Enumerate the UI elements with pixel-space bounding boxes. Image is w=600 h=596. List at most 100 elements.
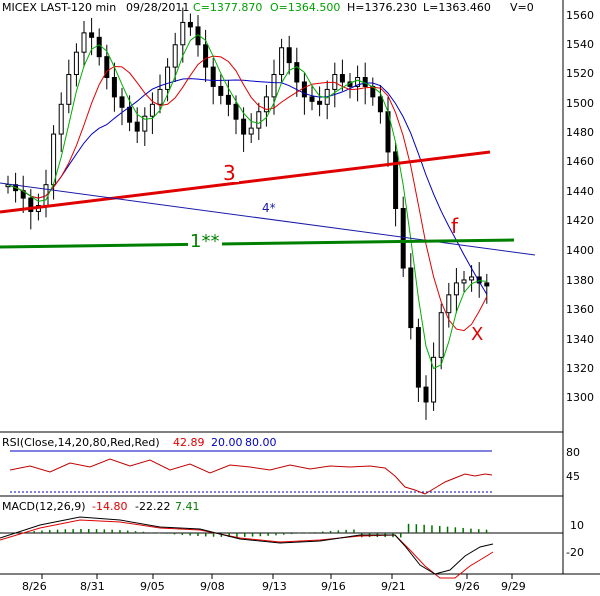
candle-body [438,312,444,358]
label-3-bg [219,160,239,182]
candle-body [165,66,171,90]
macd-hist-bar [205,533,207,537]
x-axis: 8/26 8/31 9/05 9/08 9/13 9/16 9/21 9/26 … [22,574,526,593]
macd-hist-bar [400,533,402,538]
candle-body [241,118,247,135]
macd-hist-bar [80,529,82,533]
candle-body [142,115,148,132]
candle-body [225,94,231,105]
macd-hist-bar [158,533,160,534]
header-volume: V=0 [510,1,534,14]
candle-body [423,386,429,403]
x-tick: 9/08 [200,580,225,593]
x-tick: 9/29 [501,580,526,593]
candle-body [415,327,421,388]
candle-body [104,56,110,79]
macd-hist-bar [345,529,347,533]
candle-body [286,47,292,64]
candle-body [127,106,133,123]
macd-hist-bar [470,528,472,533]
macd-value: -14.80 [92,500,127,513]
candle-body [279,47,285,76]
macd-hist-bar [103,529,106,533]
rsi-tick: 80 [566,446,580,459]
price-tick: 1400 [566,244,594,257]
rsi-title: RSI(Close,14,20,80,Red,Red) [2,436,160,449]
trendline-1 [0,238,515,249]
candle-body [248,127,254,135]
header-close: C=1377.870 [193,1,262,14]
candle-body [301,81,307,98]
macd-hist-bar [88,529,90,533]
header-symbol: MICEX LAST-120 min [2,1,116,14]
price-tick: 1540 [566,38,594,51]
macd-hist-bar [446,526,449,533]
candle-body [96,36,102,58]
candle-body [453,282,459,296]
candlestick-series [5,7,490,420]
price-tick: 1360 [566,303,594,316]
candle-body [187,21,193,28]
candle-body [134,121,140,132]
macd-hist-bar [314,532,316,533]
macd-hist-value: 7.41 [175,500,200,513]
ma-slow-line [7,78,488,295]
rsi-value: 42.89 [173,436,205,449]
macd-hist-bar [17,532,20,533]
macd-tick: -20 [566,546,584,559]
candle-body [149,103,155,117]
candle-body [309,96,315,102]
macd-hist-bar [298,533,301,534]
ma-fast-line [7,34,487,370]
price-tick: 1340 [566,333,594,346]
macd-hist-bar [119,530,121,533]
macd-signal-line [0,519,494,579]
x-tick: 9/26 [455,580,480,593]
candle-body [203,44,209,68]
macd-hist-bar [485,529,488,533]
price-tick: 1500 [566,97,594,110]
x-tick: 8/31 [80,580,105,593]
macd-hist-bar [275,533,277,536]
rsi-lower: 20.00 [211,436,243,449]
header-high: H=1376.230 [347,1,417,14]
candle-body [263,96,269,113]
candle-body [51,133,57,186]
macd-hist-bar [212,533,215,537]
candle-body [400,208,406,269]
macd-hist-bar [329,530,332,533]
candle-body [218,85,224,96]
macd-signal-value: -22.22 [135,500,170,513]
trendline-1-label: 1** [190,231,219,252]
macd-hist-bar [431,525,433,533]
header-open: O=1364.500 [270,1,340,14]
candle-body [81,32,87,53]
candle-body [431,356,437,403]
candle-body [66,74,72,105]
macd-hist-bar [41,530,43,533]
macd-hist-bar [127,530,129,533]
trendline-4 [0,182,536,256]
price-axis: 1560 1540 1520 1500 1480 1460 1440 1420 … [566,9,594,404]
macd-hist-bar [150,532,152,533]
candle-body [28,197,34,212]
macd-hist-bar [283,533,285,535]
macd-hist-bar [423,524,425,533]
macd-tick: 10 [570,519,584,532]
candle-body [180,21,186,46]
macd-hist-bar [267,533,269,536]
x-tick: 9/16 [321,580,346,593]
rsi-tick: 45 [566,470,580,483]
candle-body [317,100,323,105]
macd-hist-bar [306,532,308,534]
macd-hist-bar [228,533,230,537]
candle-body [362,77,368,87]
candle-body [233,103,239,120]
macd-hist-bar [181,533,184,536]
candle-body [446,294,452,314]
price-tick: 1300 [566,391,594,404]
macd-hist-bar [189,533,191,536]
candle-body [89,32,95,38]
macd-hist-bar [259,533,262,537]
